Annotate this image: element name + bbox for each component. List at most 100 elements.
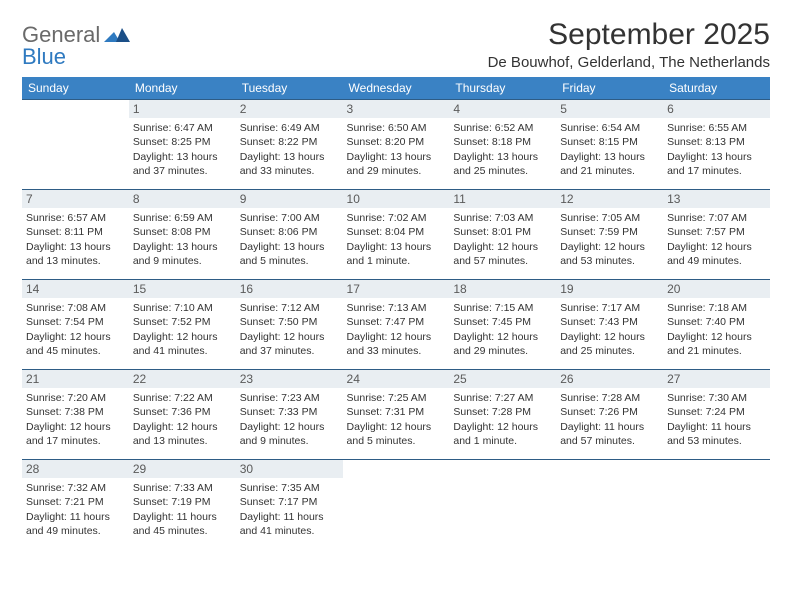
sunrise-text: Sunrise: 6:52 AM [453,121,552,135]
daylight-text: Daylight: 11 hours [667,420,766,434]
day-cell: 29Sunrise: 7:33 AMSunset: 7:19 PMDayligh… [129,460,236,546]
daylight-text: Daylight: 12 hours [26,420,125,434]
day-number: 20 [663,280,770,298]
dow-friday: Friday [556,77,663,100]
sunset-text: Sunset: 7:43 PM [560,315,659,329]
day-cell: 14Sunrise: 7:08 AMSunset: 7:54 PMDayligh… [22,280,129,370]
sunrise-text: Sunrise: 7:20 AM [26,391,125,405]
week-row: 1Sunrise: 6:47 AMSunset: 8:25 PMDaylight… [22,100,770,190]
daylight-text: and 49 minutes. [667,254,766,268]
calendar-table: Sunday Monday Tuesday Wednesday Thursday… [22,77,770,546]
logo-mark-icon [104,28,130,42]
title-block: September 2025 De Bouwhof, Gelderland, T… [488,18,770,71]
sunrise-text: Sunrise: 7:28 AM [560,391,659,405]
sunset-text: Sunset: 7:36 PM [133,405,232,419]
day-number: 1 [129,100,236,118]
day-cell [663,460,770,546]
sunrise-text: Sunrise: 7:23 AM [240,391,339,405]
logo-word-2: Blue [22,44,66,69]
day-cell [449,460,556,546]
day-of-week-row: Sunday Monday Tuesday Wednesday Thursday… [22,77,770,100]
sunset-text: Sunset: 7:47 PM [347,315,446,329]
sunrise-text: Sunrise: 7:05 AM [560,211,659,225]
daylight-text: and 17 minutes. [667,164,766,178]
page-header: General Blue September 2025 De Bouwhof, … [22,18,770,71]
daylight-text: and 13 minutes. [26,254,125,268]
sunset-text: Sunset: 8:20 PM [347,135,446,149]
day-cell: 5Sunrise: 6:54 AMSunset: 8:15 PMDaylight… [556,100,663,190]
sunset-text: Sunset: 8:11 PM [26,225,125,239]
week-row: 28Sunrise: 7:32 AMSunset: 7:21 PMDayligh… [22,460,770,546]
daylight-text: Daylight: 12 hours [133,330,232,344]
daylight-text: Daylight: 12 hours [560,240,659,254]
sunset-text: Sunset: 7:31 PM [347,405,446,419]
day-number: 2 [236,100,343,118]
sunset-text: Sunset: 7:45 PM [453,315,552,329]
month-title: September 2025 [488,18,770,52]
day-cell: 10Sunrise: 7:02 AMSunset: 8:04 PMDayligh… [343,190,450,280]
daylight-text: and 25 minutes. [453,164,552,178]
day-cell: 19Sunrise: 7:17 AMSunset: 7:43 PMDayligh… [556,280,663,370]
daylight-text: Daylight: 11 hours [560,420,659,434]
calendar-body: 1Sunrise: 6:47 AMSunset: 8:25 PMDaylight… [22,100,770,546]
sunrise-text: Sunrise: 7:18 AM [667,301,766,315]
daylight-text: and 9 minutes. [133,254,232,268]
sunset-text: Sunset: 8:06 PM [240,225,339,239]
sunset-text: Sunset: 7:21 PM [26,495,125,509]
day-cell [556,460,663,546]
sunrise-text: Sunrise: 7:12 AM [240,301,339,315]
daylight-text: Daylight: 12 hours [133,420,232,434]
daylight-text: Daylight: 12 hours [453,240,552,254]
day-cell: 1Sunrise: 6:47 AMSunset: 8:25 PMDaylight… [129,100,236,190]
daylight-text: Daylight: 12 hours [453,420,552,434]
daylight-text: and 13 minutes. [133,434,232,448]
dow-sunday: Sunday [22,77,129,100]
daylight-text: Daylight: 11 hours [240,510,339,524]
day-cell: 15Sunrise: 7:10 AMSunset: 7:52 PMDayligh… [129,280,236,370]
sunset-text: Sunset: 7:28 PM [453,405,552,419]
location-text: De Bouwhof, Gelderland, The Netherlands [488,54,770,71]
day-cell [343,460,450,546]
day-number: 30 [236,460,343,478]
sunrise-text: Sunrise: 6:50 AM [347,121,446,135]
daylight-text: Daylight: 13 hours [560,150,659,164]
daylight-text: and 29 minutes. [347,164,446,178]
dow-tuesday: Tuesday [236,77,343,100]
sunrise-text: Sunrise: 6:47 AM [133,121,232,135]
daylight-text: and 57 minutes. [560,434,659,448]
day-cell: 9Sunrise: 7:00 AMSunset: 8:06 PMDaylight… [236,190,343,280]
week-row: 7Sunrise: 6:57 AMSunset: 8:11 PMDaylight… [22,190,770,280]
day-cell: 27Sunrise: 7:30 AMSunset: 7:24 PMDayligh… [663,370,770,460]
sunrise-text: Sunrise: 7:15 AM [453,301,552,315]
sunset-text: Sunset: 7:59 PM [560,225,659,239]
dow-wednesday: Wednesday [343,77,450,100]
daylight-text: Daylight: 13 hours [667,150,766,164]
sunrise-text: Sunrise: 7:22 AM [133,391,232,405]
daylight-text: Daylight: 13 hours [133,240,232,254]
sunrise-text: Sunrise: 7:32 AM [26,481,125,495]
daylight-text: and 33 minutes. [240,164,339,178]
sunset-text: Sunset: 8:01 PM [453,225,552,239]
daylight-text: and 25 minutes. [560,344,659,358]
sunrise-text: Sunrise: 7:27 AM [453,391,552,405]
day-number: 18 [449,280,556,298]
sunrise-text: Sunrise: 7:13 AM [347,301,446,315]
daylight-text: Daylight: 13 hours [133,150,232,164]
day-cell: 4Sunrise: 6:52 AMSunset: 8:18 PMDaylight… [449,100,556,190]
daylight-text: and 53 minutes. [667,434,766,448]
sunset-text: Sunset: 7:19 PM [133,495,232,509]
daylight-text: and 37 minutes. [240,344,339,358]
sunset-text: Sunset: 7:33 PM [240,405,339,419]
day-cell: 2Sunrise: 6:49 AMSunset: 8:22 PMDaylight… [236,100,343,190]
day-number: 10 [343,190,450,208]
daylight-text: Daylight: 12 hours [560,330,659,344]
daylight-text: Daylight: 11 hours [133,510,232,524]
daylight-text: Daylight: 13 hours [240,240,339,254]
day-number: 25 [449,370,556,388]
sunrise-text: Sunrise: 7:33 AM [133,481,232,495]
sunset-text: Sunset: 8:22 PM [240,135,339,149]
daylight-text: Daylight: 13 hours [453,150,552,164]
day-cell: 23Sunrise: 7:23 AMSunset: 7:33 PMDayligh… [236,370,343,460]
sunset-text: Sunset: 8:08 PM [133,225,232,239]
day-number: 27 [663,370,770,388]
